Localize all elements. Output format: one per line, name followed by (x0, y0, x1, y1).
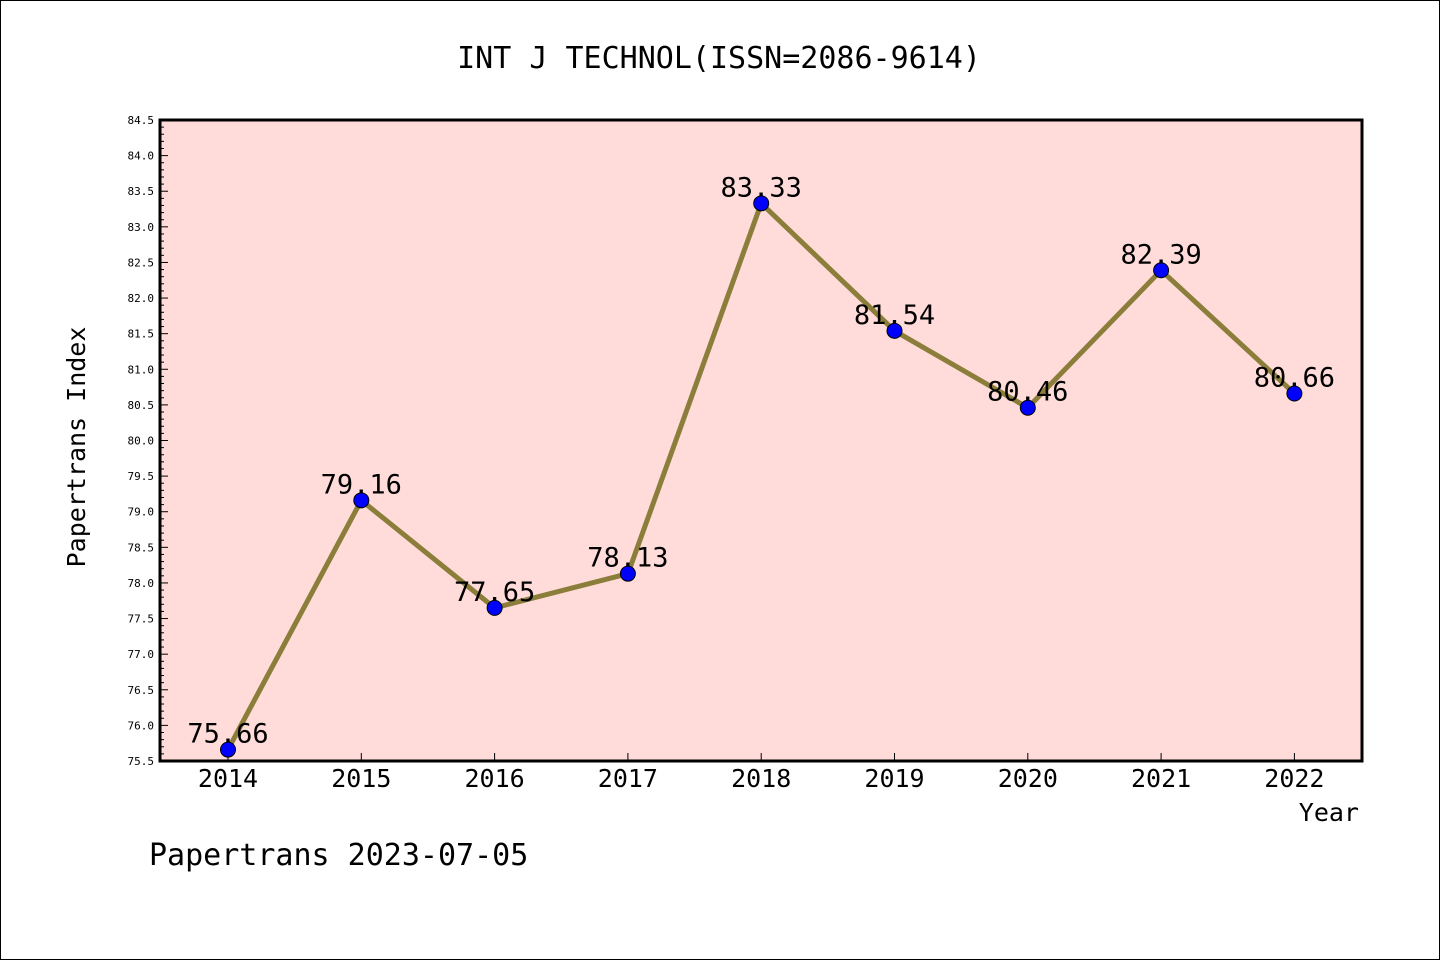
data-point (220, 741, 236, 758)
data-point (886, 322, 903, 339)
y-tick-label: 77.5 (128, 613, 155, 626)
x-tick-label: 2017 (598, 764, 658, 793)
data-label: 75.66 (187, 719, 268, 750)
y-tick-label: 77.0 (128, 648, 155, 661)
series-layer (220, 195, 1303, 758)
data-point (486, 599, 503, 616)
data-label: 81.54 (854, 300, 935, 331)
data-label: 77.65 (454, 577, 535, 608)
data-label: 80.66 (1254, 362, 1335, 393)
y-tick-label: 76.0 (128, 719, 155, 732)
x-tick-label: 2022 (1264, 764, 1324, 793)
data-label: 82.39 (1120, 239, 1201, 270)
x-tick-label: 2020 (998, 764, 1058, 793)
data-point (1153, 262, 1170, 279)
data-point (353, 492, 370, 509)
y-tick-label: 84.5 (128, 114, 155, 127)
y-tick-label: 81.0 (128, 363, 155, 376)
y-tick-label: 83.0 (128, 221, 155, 234)
x-tick-label: 2019 (864, 764, 924, 793)
y-tick-label: 79.5 (128, 470, 155, 483)
y-tick-label: 78.0 (128, 577, 155, 590)
y-tick-label: 82.5 (128, 256, 155, 269)
chart-title: INT J TECHNOL(ISSN=2086-9614) (457, 41, 981, 76)
x-axis-ticks: 2014 2015 2016 2017 2018 2019 2020 2021 2022 (198, 753, 1325, 793)
footer-text: Papertrans 2023-07-05 (149, 838, 528, 873)
y-axis-ticks: 75.5 76.0 76.5 77.0 77.5 78.0 78.5 79.0 79.5 80.0… (128, 114, 168, 768)
plot-area (158, 118, 1364, 763)
y-tick-label: 80.0 (128, 435, 155, 448)
data-point (1286, 385, 1303, 402)
data-point (619, 565, 636, 582)
y-tick-label: 76.5 (128, 684, 155, 697)
y-tick-label: 78.5 (128, 541, 155, 554)
x-axis-title: Year (1299, 798, 1359, 827)
data-label: 83.33 (721, 172, 802, 203)
x-tick-label: 2021 (1131, 764, 1191, 793)
y-tick-label: 83.5 (128, 185, 155, 198)
x-tick-label: 2018 (731, 764, 791, 793)
y-tick-label: 81.5 (128, 328, 155, 341)
data-point (1019, 399, 1036, 416)
data-label: 79.16 (321, 469, 402, 500)
data-labels: 75.66 79.16 77.65 78.13 83.33 81.54 80.46 82.39… (187, 172, 1335, 749)
y-tick-label: 84.0 (128, 150, 155, 163)
x-tick-label: 2015 (331, 764, 391, 793)
y-tick-label: 82.0 (128, 292, 155, 305)
data-label: 80.46 (987, 377, 1068, 408)
x-tick-label: 2016 (464, 764, 524, 793)
y-axis-title: Papertrans Index (62, 327, 91, 568)
x-tick-label: 2014 (198, 764, 258, 793)
data-point (753, 195, 770, 212)
y-tick-label: 80.5 (128, 399, 155, 412)
y-tick-label: 79.0 (128, 506, 155, 519)
y-tick-label: 75.5 (128, 755, 155, 768)
data-label: 78.13 (587, 543, 668, 574)
